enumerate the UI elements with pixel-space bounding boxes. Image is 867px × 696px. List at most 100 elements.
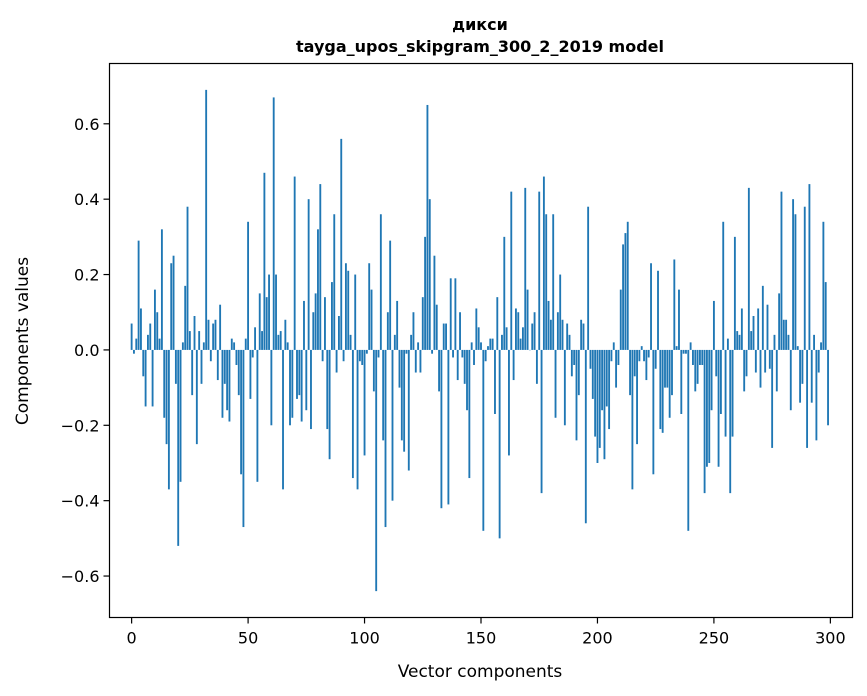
bar-34 bbox=[209, 349, 212, 362]
bar-263 bbox=[743, 349, 746, 392]
bar-59 bbox=[268, 274, 270, 350]
bar-194 bbox=[582, 323, 585, 350]
bar-131 bbox=[435, 304, 438, 350]
bar-178 bbox=[545, 214, 548, 350]
bar-66 bbox=[284, 319, 287, 350]
bar-269 bbox=[757, 308, 760, 350]
bar-153 bbox=[487, 346, 489, 350]
bar-168 bbox=[521, 327, 524, 350]
bar-116 bbox=[400, 349, 403, 441]
bar-299 bbox=[827, 349, 829, 426]
bar-261 bbox=[738, 334, 741, 350]
x-tick-label: 250 bbox=[699, 629, 730, 648]
bar-88 bbox=[335, 349, 338, 373]
bar-23 bbox=[184, 285, 187, 350]
bar-105 bbox=[375, 349, 378, 592]
bar-254 bbox=[722, 221, 725, 350]
bar-226 bbox=[657, 270, 659, 350]
y-tick-label: −0.2 bbox=[61, 416, 100, 435]
bar-94 bbox=[349, 334, 352, 350]
bar-14 bbox=[163, 349, 166, 418]
bar-24 bbox=[186, 206, 189, 350]
bar-172 bbox=[531, 323, 534, 350]
bar-216 bbox=[633, 349, 636, 377]
bar-93 bbox=[347, 270, 350, 350]
bar-128 bbox=[428, 199, 431, 350]
bar-54 bbox=[256, 349, 259, 482]
bar-41 bbox=[226, 349, 229, 411]
bar-49 bbox=[244, 338, 247, 350]
y-tick-label: −0.4 bbox=[61, 492, 100, 511]
bar-270 bbox=[759, 349, 762, 388]
bar-164 bbox=[512, 349, 515, 381]
bar-295 bbox=[817, 349, 820, 373]
x-tick-label: 50 bbox=[238, 629, 258, 648]
bar-267 bbox=[752, 316, 755, 350]
bar-75 bbox=[305, 349, 308, 411]
bar-186 bbox=[563, 349, 566, 426]
bar-73 bbox=[300, 349, 303, 422]
bar-145 bbox=[468, 349, 471, 479]
bar-157 bbox=[496, 297, 499, 350]
bar-129 bbox=[431, 349, 434, 354]
bar-119 bbox=[407, 349, 410, 471]
bar-67 bbox=[286, 342, 289, 350]
bar-151 bbox=[482, 349, 485, 531]
bar-135 bbox=[445, 323, 447, 350]
bar-260 bbox=[736, 331, 739, 350]
bar-82 bbox=[321, 349, 324, 362]
bar-146 bbox=[470, 342, 473, 350]
bar-46 bbox=[237, 349, 240, 396]
bar-246 bbox=[703, 349, 706, 494]
bar-255 bbox=[724, 349, 727, 437]
bar-273 bbox=[766, 304, 769, 350]
bar-218 bbox=[638, 349, 641, 362]
bar-182 bbox=[554, 349, 557, 418]
bar-247 bbox=[706, 349, 708, 467]
bar-27 bbox=[193, 316, 196, 350]
bar-65 bbox=[282, 349, 284, 490]
bar-191 bbox=[575, 349, 578, 441]
bar-136 bbox=[447, 349, 450, 505]
bar-256 bbox=[726, 338, 729, 350]
bar-17 bbox=[170, 263, 173, 350]
bar-107 bbox=[379, 214, 382, 350]
bar-222 bbox=[647, 349, 650, 358]
bar-6 bbox=[144, 349, 147, 407]
bar-296 bbox=[820, 342, 822, 350]
y-axis-label: Components values bbox=[13, 257, 33, 425]
bar-112 bbox=[391, 349, 394, 501]
bar-274 bbox=[768, 349, 771, 369]
bar-3 bbox=[137, 240, 140, 350]
bar-207 bbox=[612, 342, 615, 350]
bar-204 bbox=[605, 349, 608, 407]
bar-137 bbox=[449, 278, 452, 350]
bar-39 bbox=[221, 349, 224, 418]
bar-292 bbox=[810, 349, 813, 403]
bar-245 bbox=[701, 349, 704, 365]
bar-50 bbox=[247, 221, 250, 350]
bar-47 bbox=[240, 349, 243, 475]
bar-219 bbox=[640, 346, 643, 350]
bar-214 bbox=[629, 349, 631, 396]
bar-51 bbox=[249, 349, 252, 399]
x-tick-label: 0 bbox=[127, 629, 137, 648]
bars-group bbox=[130, 89, 829, 592]
bar-293 bbox=[813, 334, 815, 350]
x-tick-label: 300 bbox=[815, 629, 846, 648]
bar-297 bbox=[822, 221, 825, 350]
bar-114 bbox=[396, 300, 399, 350]
bar-19 bbox=[174, 349, 177, 384]
bar-92 bbox=[344, 263, 347, 350]
bar-163 bbox=[510, 191, 513, 350]
bar-16 bbox=[167, 349, 170, 490]
bar-280 bbox=[782, 319, 785, 350]
bar-110 bbox=[386, 312, 389, 350]
bar-32 bbox=[205, 89, 208, 350]
bar-123 bbox=[417, 342, 420, 350]
bar-231 bbox=[668, 349, 671, 418]
y-tick-label: 0.2 bbox=[74, 266, 99, 285]
bar-130 bbox=[433, 255, 436, 350]
bar-258 bbox=[731, 349, 734, 437]
bar-264 bbox=[745, 349, 748, 377]
